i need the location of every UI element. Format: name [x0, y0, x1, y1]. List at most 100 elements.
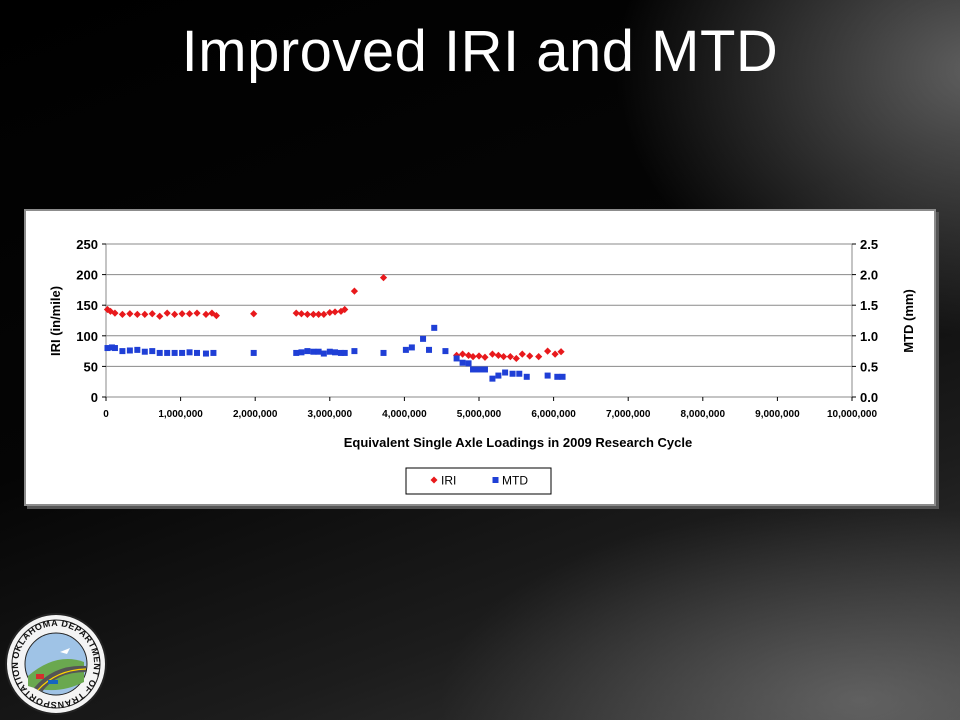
x-axis-ticks: 0 1,000,000 2,000,000 3,000,000 4,000,000 5,0…	[103, 397, 877, 420]
data-point-mtd	[304, 348, 311, 355]
data-point-iri	[202, 310, 210, 318]
data-point-mtd	[465, 360, 472, 367]
data-point-mtd	[420, 335, 427, 342]
data-point-mtd	[194, 349, 201, 356]
data-point-mtd	[293, 349, 300, 356]
data-point-iri	[141, 310, 149, 318]
data-point-mtd	[402, 346, 409, 353]
data-point-mtd	[298, 349, 305, 356]
data-point-mtd	[326, 348, 333, 355]
data-point-mtd	[544, 372, 551, 379]
data-point-mtd	[126, 347, 133, 354]
data-point-iri	[292, 309, 300, 317]
data-point-mtd	[111, 345, 118, 352]
x-tick-label: 9,000,000	[755, 409, 800, 420]
y2-tick-label: 1.0	[860, 329, 878, 344]
data-point-mtd	[104, 345, 111, 352]
data-point-mtd	[442, 348, 449, 355]
odot-seal-logo: OKLAHOMA DEPARTMENT OF TRANSPORTATION	[5, 613, 107, 715]
data-point-iri	[350, 287, 359, 295]
y-tick-label: 200	[76, 268, 98, 283]
chart-panel: 0 50 100 150 200 250 0.0 0.5 1.0 1.5 2.0 2.5 0 1,00…	[24, 209, 936, 506]
data-point-mtd	[210, 349, 217, 356]
y-tick-label: 50	[84, 359, 98, 374]
data-point-mtd	[179, 349, 186, 356]
data-point-iri	[303, 310, 312, 318]
data-point-iri	[320, 310, 328, 318]
y2-tick-label: 0.0	[860, 390, 878, 405]
y-tick-label: 100	[76, 329, 98, 344]
y2-axis-ticks: 0.0 0.5 1.0 1.5 2.0 2.5	[852, 237, 878, 405]
data-point-mtd	[186, 349, 193, 356]
data-point-mtd	[156, 349, 163, 356]
data-point-iri	[156, 312, 164, 320]
y-tick-label: 0	[91, 390, 98, 405]
data-point-mtd	[431, 324, 438, 331]
x-tick-label: 2,000,000	[233, 409, 278, 420]
data-point-mtd	[320, 350, 327, 357]
data-point-iri	[212, 312, 221, 320]
data-point-iri	[171, 310, 179, 318]
x-axis-label: Equivalent Single Axle Loadings in 2009 …	[344, 435, 692, 450]
data-point-mtd	[523, 373, 530, 380]
data-series	[103, 274, 566, 382]
legend-iri-marker	[430, 476, 438, 484]
data-point-iri	[315, 310, 323, 318]
data-point-mtd	[315, 348, 322, 355]
data-point-mtd	[426, 346, 433, 353]
data-point-iri	[464, 351, 473, 359]
data-point-mtd	[554, 373, 561, 380]
data-point-mtd	[476, 366, 482, 373]
data-point-iri	[341, 305, 349, 314]
data-point-mtd	[516, 370, 523, 377]
data-point-mtd	[502, 369, 509, 376]
data-point-iri	[118, 310, 127, 318]
data-point-iri	[518, 350, 526, 358]
data-point-iri	[379, 274, 388, 282]
x-tick-label: 6,000,000	[531, 409, 576, 420]
legend: IRI MTD	[405, 467, 552, 495]
data-point-mtd	[134, 346, 141, 353]
gridlines	[106, 243, 852, 367]
data-point-mtd	[250, 349, 257, 356]
x-tick-label: 1,000,000	[158, 409, 203, 420]
scatter-chart: 0 50 100 150 200 250 0.0 0.5 1.0 1.5 2.0 2.5 0 1,00…	[48, 237, 916, 495]
data-point-mtd	[509, 370, 516, 377]
data-point-mtd	[119, 348, 126, 355]
y2-axis-label: MTD (mm)	[901, 289, 916, 353]
data-point-mtd	[481, 366, 488, 373]
y-tick-label: 150	[76, 298, 98, 313]
legend-iri-label: IRI	[441, 474, 456, 488]
data-point-mtd	[559, 373, 566, 380]
y-axis-ticks: 0 50 100 150 200 250	[76, 237, 106, 405]
data-point-iri	[535, 353, 543, 361]
data-point-iri	[309, 310, 317, 318]
data-point-mtd	[202, 350, 209, 357]
data-point-iri	[526, 352, 534, 360]
data-point-mtd	[337, 349, 344, 356]
data-point-mtd	[171, 349, 178, 356]
x-tick-label: 3,000,000	[308, 409, 353, 420]
data-point-mtd	[141, 348, 148, 355]
y2-tick-label: 2.0	[860, 268, 878, 283]
x-tick-label: 0	[103, 409, 109, 420]
data-point-iri	[326, 308, 334, 317]
data-point-mtd	[408, 344, 415, 351]
plot-area	[105, 243, 853, 398]
data-point-iri	[331, 308, 339, 316]
slide-title: Improved IRI and MTD	[181, 19, 779, 84]
data-point-mtd	[380, 349, 387, 356]
x-tick-label: 5,000,000	[457, 409, 502, 420]
x-tick-label: 10,000,000	[827, 409, 877, 420]
series-mtd	[104, 324, 566, 382]
x-tick-label: 4,000,000	[382, 409, 427, 420]
data-point-mtd	[489, 375, 496, 382]
legend-mtd-label: MTD	[502, 474, 528, 488]
y2-tick-label: 2.5	[860, 237, 878, 252]
y-tick-label: 250	[76, 237, 98, 252]
data-point-mtd	[470, 366, 477, 373]
data-point-mtd	[310, 348, 317, 355]
legend-box	[405, 467, 552, 495]
data-point-iri	[506, 353, 514, 361]
data-point-mtd	[149, 348, 156, 355]
